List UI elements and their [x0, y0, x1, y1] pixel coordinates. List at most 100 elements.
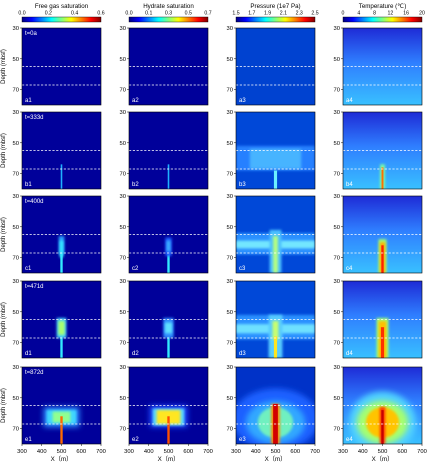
y-tick-label: 70 [120, 427, 126, 433]
y-tick-label: 50 [120, 57, 126, 63]
y-tick-label: 30 [120, 194, 126, 200]
panel-frame [235, 280, 316, 359]
y-tick-label: 30 [13, 110, 19, 116]
y-tick-label: 50 [227, 310, 233, 316]
colorbar-tick-label: 0 [342, 11, 345, 17]
time-label: t=400d [25, 199, 44, 205]
y-tick-label: 50 [120, 141, 126, 147]
y-axis-label: Depth (mbsf) [1, 217, 7, 252]
colorbar-tick-label: 0.7 [204, 11, 211, 17]
colorbar [21, 16, 102, 23]
x-tick-label: 500 [271, 449, 281, 455]
x-tick-label: 300 [124, 449, 134, 455]
panel-label: d1 [25, 351, 32, 357]
panel-label: b3 [239, 182, 246, 188]
y-tick-label: 50 [227, 396, 233, 402]
y-tick-label: 70 [13, 256, 19, 262]
time-label: t=471d [25, 284, 44, 290]
panel-frame [342, 280, 423, 359]
y-axis-label: Depth (mbsf) [1, 49, 7, 84]
x-tick-label: 600 [397, 449, 407, 455]
heatmap-panel: d1 30 50 70 [13, 279, 102, 359]
panel-label: e4 [346, 437, 353, 443]
heatmap-panel: a3 30 50 70 [227, 26, 316, 106]
y-tick-label: 70 [120, 172, 126, 178]
panel-label: c1 [25, 266, 32, 272]
panel-label: d3 [239, 351, 246, 357]
x-tick-label: 700 [417, 449, 427, 455]
x-tick-label: 500 [378, 449, 388, 455]
panel-frame [342, 195, 423, 274]
y-tick-label: 70 [334, 256, 340, 262]
panel-label: e2 [132, 437, 139, 443]
x-tick-label: 700 [310, 449, 320, 455]
y-tick-label: 50 [227, 141, 233, 147]
panel-label: c4 [346, 266, 353, 272]
x-tick-label: 600 [76, 449, 86, 455]
y-tick-label: 50 [334, 310, 340, 316]
x-axis-label: X（m） [51, 456, 73, 462]
panel-frame [235, 27, 316, 106]
y-tick-label: 50 [13, 225, 19, 231]
y-tick-label: 70 [13, 427, 19, 433]
y-tick-label: 30 [13, 194, 19, 200]
colorbar [235, 16, 316, 23]
y-tick-label: 30 [120, 279, 126, 285]
time-label: t=872d [25, 370, 44, 376]
panel-frame [342, 27, 423, 106]
x-tick-label: 300 [17, 449, 27, 455]
heatmap-panel: c3 30 50 70 [227, 194, 316, 274]
y-tick-label: 30 [227, 365, 233, 371]
heatmap-panel: c2 30 50 70 [120, 194, 209, 274]
y-tick-label: 50 [334, 57, 340, 63]
y-tick-label: 50 [13, 396, 19, 402]
heatmap-panel: d4 30 50 70 [334, 279, 423, 359]
panel-label: b1 [25, 182, 32, 188]
y-tick-label: 50 [13, 141, 19, 147]
y-axis-label: Depth (mbsf) [1, 302, 7, 337]
panel-frame [128, 195, 209, 274]
x-tick-label: 500 [57, 449, 67, 455]
y-tick-label: 70 [227, 256, 233, 262]
x-tick-label: 500 [164, 449, 174, 455]
heatmap-panel: d3 30 50 70 [227, 279, 316, 359]
colorbar-tick-label: 0.2 [45, 11, 52, 17]
y-tick-label: 70 [120, 341, 126, 347]
colorbar-tick-label: 2.3 [296, 11, 303, 17]
x-axis-label: X（m） [265, 456, 287, 462]
column-title: Pressure (1e7 Pa) [250, 3, 300, 10]
colorbar-tick-label: 20 [419, 11, 425, 17]
panel-frame [128, 111, 209, 190]
panel-label: b2 [132, 182, 139, 188]
time-label: t=333d [25, 115, 44, 121]
heatmap-panel: b2 30 50 70 [120, 110, 209, 190]
y-tick-label: 50 [120, 225, 126, 231]
x-tick-label: 600 [290, 449, 300, 455]
y-tick-label: 70 [13, 172, 19, 178]
y-tick-label: 70 [334, 427, 340, 433]
colorbar-tick-label: 2.1 [280, 11, 287, 17]
panel-frame [235, 111, 316, 190]
y-tick-label: 30 [227, 279, 233, 285]
y-tick-label: 70 [120, 256, 126, 262]
column-title: Free gas saturation [35, 3, 89, 10]
panel-label: a3 [239, 98, 246, 104]
y-tick-label: 70 [334, 172, 340, 178]
y-tick-label: 50 [120, 396, 126, 402]
y-tick-label: 50 [334, 396, 340, 402]
colorbar-tick-label: 1.7 [248, 11, 255, 17]
colorbar-tick-label: 1.9 [264, 11, 271, 17]
y-tick-label: 30 [334, 194, 340, 200]
colorbar-tick-label: 0.3 [165, 11, 172, 17]
colorbar [128, 16, 209, 23]
x-tick-label: 300 [231, 449, 241, 455]
y-tick-label: 30 [334, 26, 340, 32]
y-tick-label: 50 [334, 225, 340, 231]
y-tick-label: 50 [227, 57, 233, 63]
y-tick-label: 30 [334, 110, 340, 116]
colorbar-tick-label: 0.0 [125, 11, 132, 17]
y-tick-label: 30 [13, 279, 19, 285]
y-tick-label: 50 [13, 310, 19, 316]
panel-label: a1 [25, 98, 32, 104]
